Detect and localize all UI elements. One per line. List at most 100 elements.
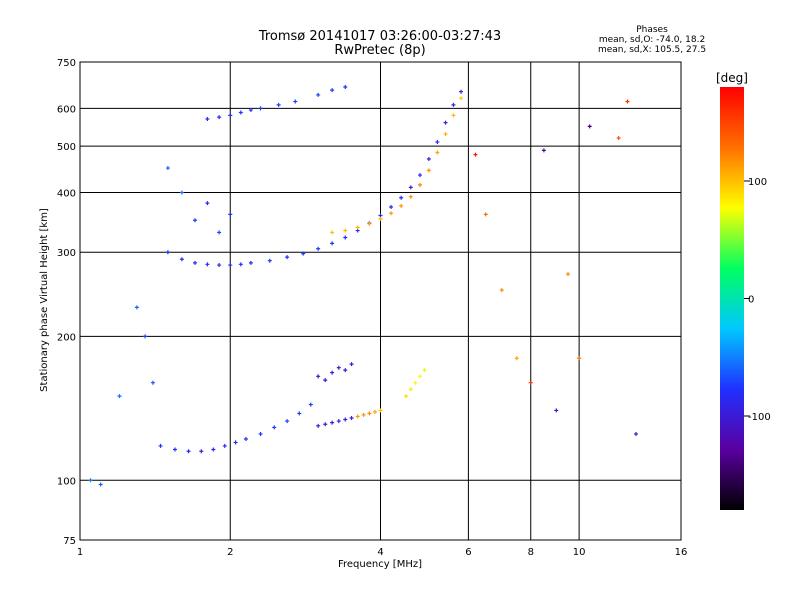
data-point — [316, 374, 321, 379]
data-point — [426, 157, 431, 162]
data-point — [199, 449, 204, 454]
data-point — [413, 380, 418, 385]
colorbar-tick-label: 100 — [748, 177, 767, 188]
chart-subtitle: RwPretec (8p) — [334, 43, 425, 58]
stats-o: mean, sd,O: -74.0, 18.2 — [599, 35, 705, 45]
x-tick-label: 6 — [465, 547, 471, 558]
data-point — [330, 88, 335, 93]
x-tick-label: 8 — [528, 547, 534, 558]
data-point — [117, 394, 122, 399]
y-axis-ticks: 75 100 200 300 400 500 600 750 — [57, 58, 76, 547]
data-point — [378, 217, 383, 222]
data-point — [443, 132, 448, 137]
data-point — [378, 213, 383, 218]
data-point — [408, 194, 413, 199]
data-point — [193, 218, 198, 223]
data-point — [435, 150, 440, 155]
data-point — [473, 152, 478, 157]
x-tick-label: 2 — [227, 547, 233, 558]
data-point — [211, 447, 216, 452]
data-point — [349, 415, 354, 420]
data-point — [349, 362, 354, 367]
data-point — [217, 263, 222, 268]
data-point — [336, 365, 341, 370]
data-point — [285, 419, 290, 424]
data-point — [554, 408, 559, 413]
data-point — [134, 305, 139, 310]
data-point — [297, 411, 302, 416]
data-point — [222, 443, 227, 448]
data-points — [88, 84, 638, 487]
y-tick-label: 300 — [57, 248, 76, 259]
data-point — [355, 225, 360, 230]
data-point — [404, 394, 409, 399]
data-point — [399, 195, 404, 200]
colorbar-tick-label: -100 — [748, 412, 771, 423]
y-tick-label: 400 — [57, 188, 76, 199]
data-point — [316, 423, 321, 428]
data-point — [528, 380, 533, 385]
data-point — [443, 120, 448, 125]
data-point — [389, 205, 394, 210]
data-point — [308, 402, 313, 407]
y-tick-label: 600 — [57, 104, 76, 115]
colorbar-ticks: 100 0 -100 — [744, 177, 771, 423]
data-point — [418, 173, 423, 178]
x-tick-label: 10 — [573, 547, 586, 558]
data-point — [323, 378, 328, 383]
data-point — [373, 409, 378, 414]
data-point — [459, 89, 464, 94]
data-point — [179, 257, 184, 262]
data-point — [330, 241, 335, 246]
data-point — [172, 447, 177, 452]
data-point — [258, 431, 263, 436]
data-point — [435, 140, 440, 145]
data-point — [336, 419, 341, 424]
data-point — [422, 368, 427, 373]
data-point — [248, 108, 253, 113]
data-point — [367, 221, 372, 226]
data-point — [483, 212, 488, 217]
colorbar-tick-label: 0 — [748, 295, 754, 306]
data-point — [625, 99, 630, 104]
data-point — [514, 356, 519, 361]
data-point — [233, 440, 238, 445]
x-tick-label: 1 — [77, 547, 83, 558]
data-point — [267, 258, 272, 263]
y-axis-label: Stationary phase Virtual Height [km] — [39, 208, 50, 392]
data-point — [355, 414, 360, 419]
data-point — [451, 113, 456, 118]
data-point — [367, 411, 372, 416]
data-point — [330, 370, 335, 375]
data-point — [238, 110, 243, 115]
data-point — [378, 408, 383, 413]
data-point — [426, 168, 431, 173]
y-tick-label: 200 — [57, 332, 76, 343]
data-point — [165, 250, 170, 255]
data-point — [330, 420, 335, 425]
data-point — [418, 374, 423, 379]
data-point — [98, 482, 103, 487]
colorbar — [720, 87, 744, 510]
chart-title: Tromsø 20141017 03:26:00-03:27:43 — [258, 29, 501, 44]
data-point — [361, 412, 366, 417]
data-point — [205, 201, 210, 206]
data-point — [143, 334, 148, 339]
grid-lines — [80, 62, 681, 540]
data-point — [323, 422, 328, 427]
x-tick-label: 16 — [675, 547, 688, 558]
y-tick-label: 100 — [57, 476, 76, 487]
data-point — [179, 190, 184, 195]
colorbar-label: [deg] — [716, 71, 748, 85]
data-point — [193, 260, 198, 265]
data-point — [258, 106, 263, 111]
data-point — [343, 84, 348, 89]
data-point — [616, 136, 621, 141]
data-point — [633, 431, 638, 436]
data-point — [158, 443, 163, 448]
data-point — [541, 148, 546, 153]
data-point — [408, 185, 413, 190]
data-point — [228, 263, 233, 268]
data-point — [228, 113, 233, 118]
data-point — [228, 212, 233, 217]
